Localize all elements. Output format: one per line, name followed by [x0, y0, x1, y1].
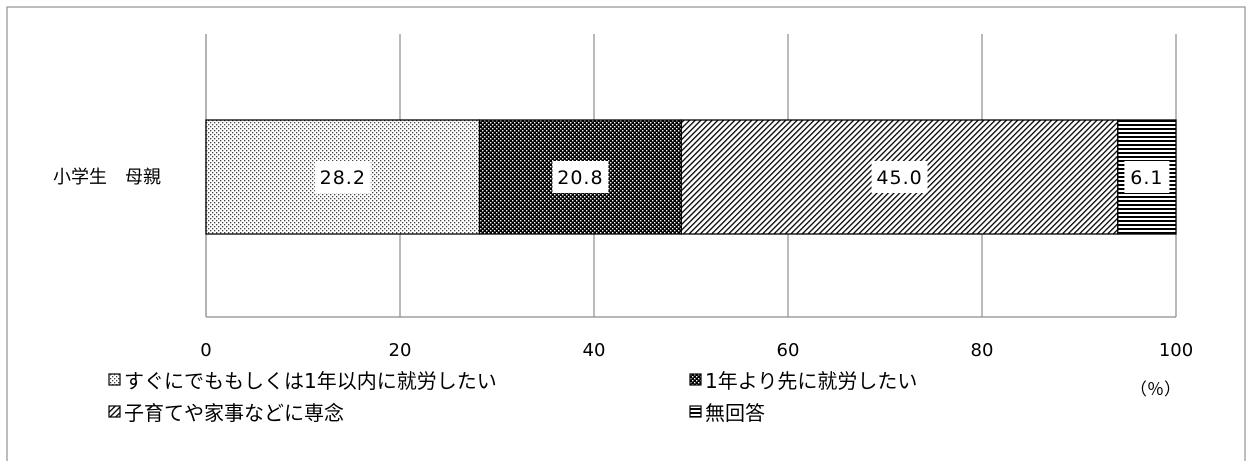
x-tick-label: 80 — [971, 340, 994, 361]
legend: すぐにでももしくは1年以内に就労したい 1年より先に就労したい 子育てや家事など… — [108, 369, 917, 425]
legend-label: 子育てや家事などに専念 — [124, 401, 344, 425]
legend-label: 1年より先に就労したい — [705, 369, 917, 393]
x-tick-label: 100 — [1159, 340, 1193, 361]
x-tick-label: 60 — [777, 340, 800, 361]
x-tick-labels: 0 20 40 60 80 100 — [200, 340, 1193, 361]
data-label: 6.1 — [1130, 167, 1163, 189]
chart-border — [6, 6, 1246, 465]
x-tick-label: 0 — [200, 340, 211, 361]
legend-swatch-dots — [108, 373, 121, 386]
legend-item-immediate: すぐにでももしくは1年以内に就労したい — [108, 369, 497, 393]
data-label: 45.0 — [876, 167, 922, 189]
legend-item-later: 1年より先に就労したい — [689, 369, 917, 393]
legend-label: 無回答 — [705, 401, 765, 425]
x-unit-label: （％） — [1130, 380, 1181, 400]
x-tick-label: 20 — [389, 340, 412, 361]
legend-item-childcare: 子育てや家事などに専念 — [108, 401, 344, 425]
legend-swatch-diagonal — [108, 405, 121, 418]
legend-item-no-answer: 無回答 — [689, 401, 765, 425]
data-label-box — [871, 161, 928, 193]
data-label: 20.8 — [557, 167, 603, 189]
data-label-box — [552, 161, 609, 193]
data-labels: 28.2 20.8 45.0 6.1 — [314, 161, 1170, 193]
category-label: 小学生 母親 — [53, 167, 161, 188]
data-label-box — [314, 161, 371, 193]
legend-swatch-horizontal-lines — [689, 405, 702, 418]
legend-label: すぐにでももしくは1年以内に就労したい — [124, 369, 497, 393]
legend-swatch-dense-checker — [689, 373, 702, 386]
x-tick-label: 40 — [583, 340, 606, 361]
data-label-box — [1124, 161, 1170, 193]
data-label: 28.2 — [320, 167, 366, 189]
